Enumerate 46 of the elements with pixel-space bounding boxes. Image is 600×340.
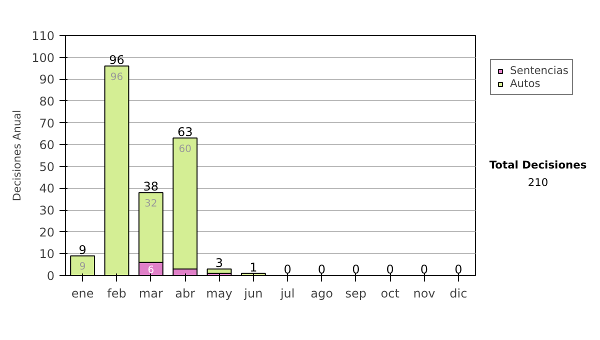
x-tick-label: dic [450, 286, 468, 300]
x-tick-label: ene [71, 286, 94, 300]
y-tick-label: 50 [39, 160, 55, 174]
x-tick-label: jul [279, 286, 295, 300]
x-tick-label: sep [345, 286, 367, 300]
total-label: 0 [454, 262, 462, 276]
x-tick-label: nov [413, 286, 436, 300]
data-label: 6 [148, 264, 154, 276]
total-label: 1 [250, 260, 258, 274]
data-label: 60 [178, 144, 192, 156]
x-tick-label: abr [175, 286, 196, 300]
legend-label: Sentencias [510, 64, 568, 77]
y-tick-label: 20 [39, 225, 55, 240]
y-tick-label: 10 [39, 247, 55, 262]
y-tick-label: 90 [39, 72, 55, 87]
y-tick-label: 40 [39, 182, 55, 196]
total-label: 3 [215, 256, 224, 270]
y-tick-label: 60 [39, 138, 55, 152]
total-label: 96 [109, 53, 124, 68]
total-label: 9 [78, 242, 86, 257]
x-tick-label: jun [243, 286, 263, 300]
data-label: 96 [110, 72, 124, 84]
y-tick-label: 0 [46, 269, 55, 283]
legend-label: Autos [510, 77, 540, 90]
y-tick-label: 30 [39, 204, 55, 218]
y-tick-label: 70 [39, 116, 55, 130]
y-tick-label: 110 [32, 29, 54, 43]
data-label: 9 [79, 262, 86, 273]
total-label: 0 [386, 262, 394, 276]
x-tick-label: feb [107, 286, 126, 300]
total-label: 0 [318, 262, 326, 276]
x-tick-label: mar [138, 286, 163, 300]
y-tick-label: 80 [39, 94, 55, 108]
text: 210 [528, 176, 548, 189]
total-label: 63 [177, 125, 193, 140]
total-label: 0 [284, 262, 292, 276]
x-tick-label: may [206, 286, 232, 300]
total-label: 0 [352, 262, 360, 276]
x-tick-label: oct [380, 286, 400, 300]
total-label: 38 [143, 180, 159, 194]
data-label: 32 [144, 198, 158, 210]
text: Total Decisiones [489, 158, 587, 172]
y-tick-label: 100 [32, 50, 54, 65]
total-label: 0 [420, 262, 428, 276]
y-axis-title: Decisiones Anual [10, 110, 24, 202]
x-tick-label: ago [310, 286, 333, 300]
